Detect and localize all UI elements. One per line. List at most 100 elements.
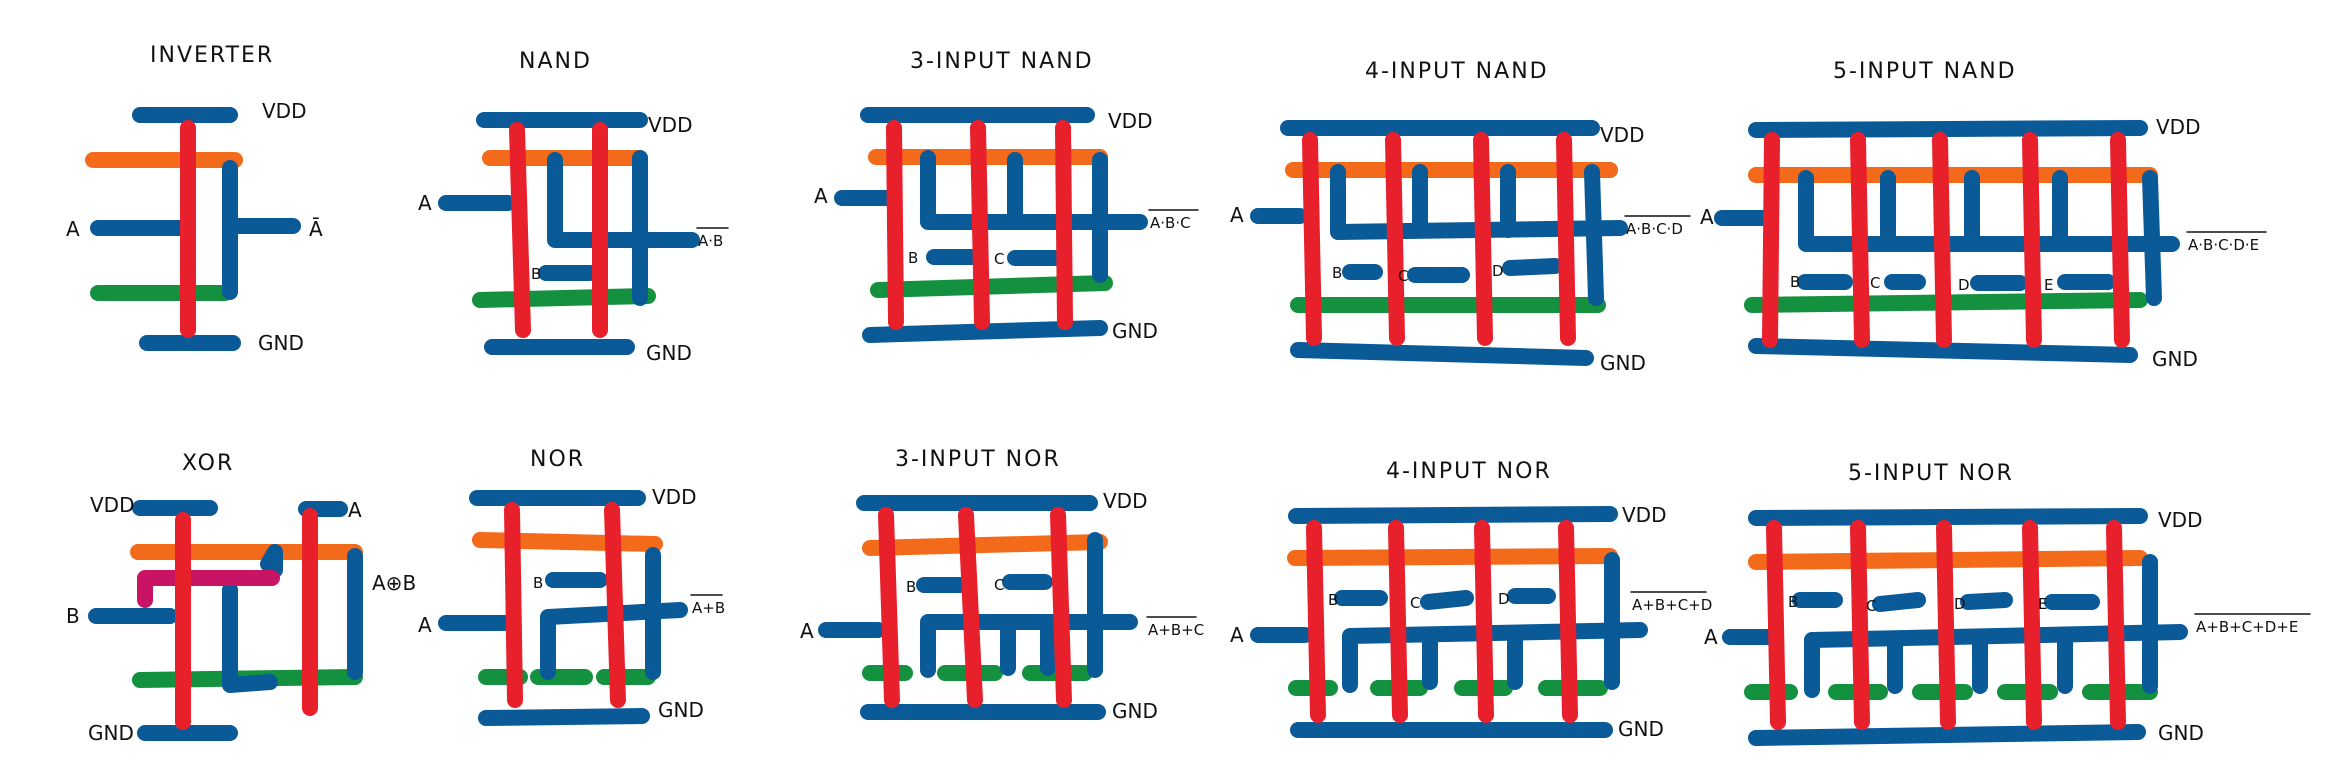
input-d-metal: [1502, 258, 1563, 276]
input-c-label: C: [1398, 267, 1408, 285]
poly-gate-d: [2022, 132, 2042, 348]
output-metal: [540, 602, 688, 680]
input-a-label: A: [418, 191, 432, 215]
poly-gate-e: [2106, 520, 2126, 730]
gnd-rail: [478, 708, 650, 726]
input-b-label: B: [533, 574, 543, 592]
nor3-cell: 3-INPUT NOR VDD GND A B C A+B+C: [800, 447, 1204, 723]
input-d-label: D: [1492, 262, 1504, 280]
input-b-label: B: [908, 249, 918, 267]
nand3-title: 3-INPUT NAND: [910, 49, 1094, 74]
output-vertical-metal: [1584, 164, 1604, 306]
poly-gate-a: [509, 122, 531, 338]
vdd-rail: [1288, 506, 1618, 524]
input-e-label: E: [2038, 595, 2047, 613]
nor4-cell: 4-INPUT NOR VDD GND A B C D A+B+C+D: [1230, 459, 1712, 741]
poly-gate-a: [504, 502, 523, 708]
ndiff-strip: [472, 288, 656, 308]
input-e-label: E: [2044, 276, 2053, 294]
input-b-label: B: [906, 578, 916, 596]
gnd-rail: [1290, 342, 1594, 366]
output-label: A+B+C+D+E: [2196, 618, 2298, 636]
xor-title: XOR: [182, 451, 234, 476]
input-c-metal: [1872, 592, 1926, 612]
gnd-label: GND: [88, 721, 134, 745]
poly-gate-b: [1850, 520, 1870, 730]
poly-gate-c: [1936, 520, 1956, 730]
input-d-label: D: [1954, 595, 1966, 613]
output-metal: [920, 150, 1148, 230]
poly-gate-a: [1302, 132, 1322, 346]
gnd-label: GND: [2152, 347, 2198, 371]
input-b-label: B: [1788, 593, 1798, 611]
vdd-label: VDD: [1622, 503, 1666, 527]
poly-gate-a: [1306, 520, 1326, 723]
output-label: Ā: [309, 217, 323, 241]
poly-gate-a: [886, 120, 904, 330]
output-metal: [1342, 622, 1648, 693]
vdd-label: VDD: [648, 113, 692, 137]
poly-gate-a: [1766, 520, 1786, 730]
nor5-cell: 5-INPUT NOR VDD GND A B C D E A+B+C+D+E: [1704, 461, 2311, 746]
poly-gate-d: [2022, 520, 2042, 730]
poly-gate-b: [958, 507, 983, 708]
output-label: A+B: [692, 599, 725, 617]
poly-gate-d: [1556, 132, 1576, 346]
vdd-label: VDD: [90, 493, 134, 517]
vdd-label: VDD: [652, 485, 696, 509]
nand2-title: NAND: [519, 49, 592, 74]
pdiff-strip: [1287, 548, 1618, 566]
output-metal: [1330, 164, 1628, 240]
output-label: A·B·C·D: [1626, 220, 1683, 238]
poly-gate-b: [1385, 132, 1405, 346]
input-b-label: B: [1328, 591, 1338, 609]
poly-gate-b: [1850, 132, 1870, 348]
gnd-label: GND: [258, 331, 304, 355]
input-c-label: C: [1410, 594, 1420, 612]
output-vertical-metal: [2142, 170, 2162, 306]
gnd-label: GND: [658, 698, 704, 722]
input-d-metal: [1960, 592, 2013, 610]
output-label: A+B+C: [1148, 621, 1204, 639]
gnd-label: GND: [646, 341, 692, 365]
input-c-label: C: [1870, 274, 1880, 292]
gnd-label: GND: [1600, 351, 1646, 375]
input-d-label: D: [1498, 590, 1510, 608]
input-b-label: B: [531, 265, 541, 283]
output-label: A·B·C: [1150, 214, 1191, 232]
gnd-rail: [1748, 338, 2138, 363]
vdd-label: VDD: [1103, 489, 1147, 513]
poly-gate-e: [2110, 132, 2130, 348]
output-metal: [547, 152, 700, 248]
output-label: A·B·C·D·E: [2188, 236, 2259, 254]
nand3-cell: 3-INPUT NAND VDD GND A B C A·B·C: [814, 49, 1199, 343]
output-label: A·B: [698, 232, 723, 250]
poly-gate-b: [1388, 520, 1408, 723]
input-a-label: A: [1700, 205, 1714, 229]
pmos-link-metal: [260, 544, 283, 578]
input-b-label: B: [1790, 273, 1800, 291]
output-label: A⊕B: [372, 571, 416, 595]
xor-cell: XOR VDD GND A B A⊕B: [66, 451, 416, 745]
poly-gate-d: [1558, 520, 1578, 723]
poly-gate-b: [970, 120, 990, 330]
poly-gate-b: [604, 502, 626, 708]
nor2-cell: NOR VDD GND A B A+B: [418, 447, 725, 726]
output-label: A+B+C+D: [1632, 596, 1712, 614]
poly-gate-a: [1762, 132, 1780, 348]
gnd-label: GND: [1112, 699, 1158, 723]
input-c-label: C: [994, 250, 1004, 268]
vdd-label: VDD: [2156, 115, 2200, 139]
poly-gate-a: [878, 507, 900, 708]
poly-gate-c: [1474, 520, 1494, 723]
input-b-label: B: [1332, 264, 1342, 282]
poly-gate-c: [1932, 132, 1952, 348]
gnd-label: GND: [1112, 319, 1158, 343]
input-a-label: A: [814, 184, 828, 208]
input-a-label: A: [418, 613, 432, 637]
input-d-label: D: [1958, 276, 1970, 294]
input-a-label: A: [66, 217, 80, 241]
nand4-title: 4-INPUT NAND: [1365, 59, 1549, 84]
nand5-cell: 5-INPUT NAND VDD GND A B C D E A·B·C·D·E: [1700, 59, 2267, 371]
